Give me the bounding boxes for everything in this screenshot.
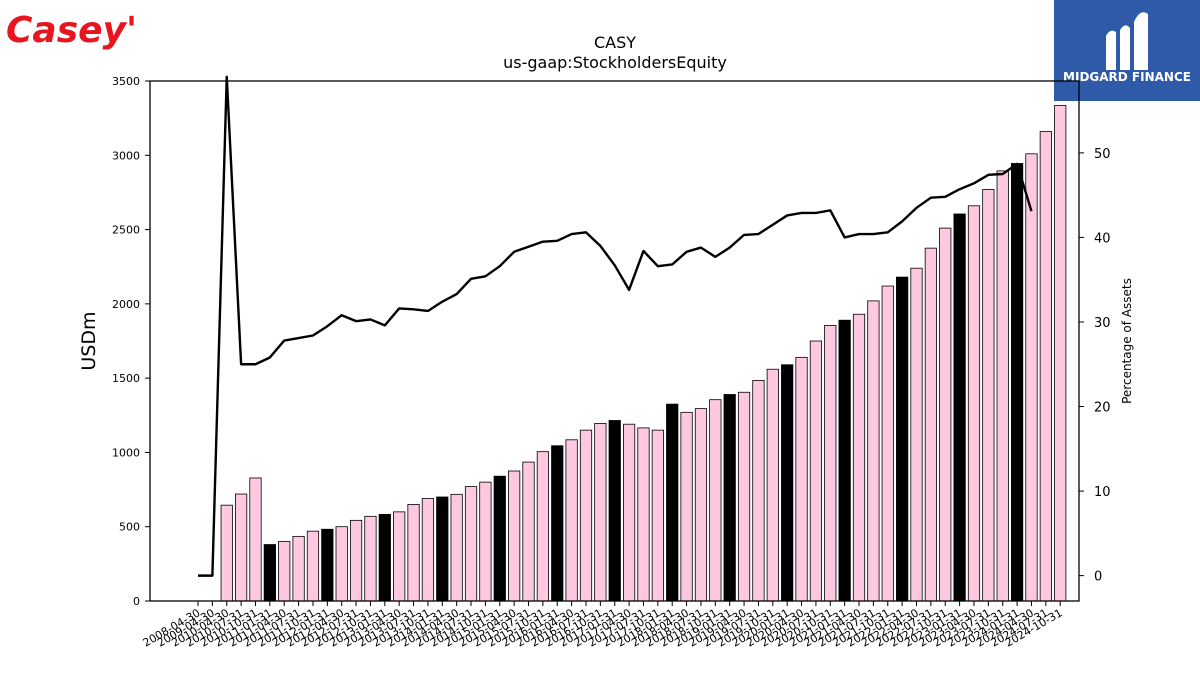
midgard-finance-logo-art: MIDGARD FINANCE (1063, 12, 1191, 84)
bar (278, 541, 291, 602)
bar (393, 511, 406, 602)
bar (982, 189, 995, 602)
bar (867, 300, 880, 602)
bar (321, 528, 334, 602)
bar (608, 420, 621, 602)
bar (508, 470, 521, 602)
bar (924, 247, 937, 602)
y2-tick-label: 0 (1094, 570, 1102, 585)
bar (637, 427, 650, 602)
caseys-logo-text: Casey's (6, 10, 134, 51)
y-tick-label: 1500 (112, 372, 140, 385)
bar (910, 267, 923, 602)
bar (407, 504, 420, 602)
bar (953, 213, 966, 602)
bar (522, 461, 535, 602)
bar (565, 439, 578, 602)
bar (551, 445, 564, 602)
midgard-finance-logo: MIDGARD FINANCE (1054, 0, 1200, 101)
bar (335, 526, 348, 602)
bar (306, 530, 320, 602)
bar (852, 313, 866, 602)
y2-tick-label: 20 (1094, 401, 1111, 416)
bar (709, 399, 722, 602)
bar (378, 513, 391, 602)
bar (939, 227, 952, 602)
bar (349, 519, 363, 602)
bar (996, 170, 1009, 602)
y-tick-label: 500 (119, 521, 140, 534)
bar (292, 535, 305, 602)
bar (450, 493, 463, 602)
bar (723, 394, 736, 602)
y-tick-label: 1000 (112, 446, 140, 459)
bar (1010, 163, 1024, 602)
bar (220, 504, 233, 602)
caseys-logo-art: Casey's (6, 10, 158, 51)
left-axis-ticks: 0 500 1000 1500 2000 2500 3000 3500 (112, 75, 150, 608)
percentage-of-assets-line (198, 75, 1033, 577)
y2-tick-label: 40 (1094, 231, 1111, 246)
bar (479, 481, 492, 602)
bar (235, 493, 248, 602)
y2-tick-label: 50 (1094, 147, 1111, 162)
bar (694, 408, 708, 602)
y2-axis-label: Percentage of Assets (1120, 278, 1134, 404)
chart-title: CASY (594, 33, 636, 52)
bar (536, 451, 549, 602)
y-tick-label: 3500 (112, 75, 140, 88)
y-tick-label: 2000 (112, 298, 140, 311)
bar (579, 429, 593, 602)
bar (436, 496, 449, 602)
bar (680, 411, 693, 602)
right-axis-ticks: 0 10 20 30 40 50 (1079, 147, 1111, 585)
bar (464, 486, 478, 602)
bar (1039, 131, 1052, 602)
midgard-logo-text: MIDGARD FINANCE (1063, 70, 1191, 84)
bar (795, 356, 808, 602)
caseys-logo: Casey's (4, 2, 158, 58)
y-axis-label: USDm (78, 311, 100, 370)
y2-tick-label: 10 (1094, 485, 1111, 500)
y-tick-label: 2500 (112, 224, 140, 237)
bar (967, 205, 981, 602)
bar (493, 475, 506, 602)
bar (249, 477, 262, 602)
line-layer (198, 75, 1033, 577)
bar (1054, 105, 1067, 602)
bar (781, 364, 794, 602)
bar (263, 544, 276, 602)
bar (896, 276, 909, 602)
bar (421, 498, 435, 602)
y-tick-label: 3000 (112, 149, 140, 162)
bar (881, 285, 894, 602)
bar (651, 429, 664, 602)
bar (809, 340, 823, 602)
midgard-emblem-icon (1106, 12, 1148, 71)
y2-tick-label: 30 (1094, 316, 1111, 331)
bar (623, 423, 636, 602)
bar (666, 403, 679, 602)
bar (594, 423, 607, 602)
bar (737, 391, 751, 602)
y-tick-label: 0 (133, 595, 140, 608)
bar (766, 368, 779, 602)
chart-subtitle: us-gaap:StockholdersEquity (503, 53, 727, 72)
x-axis-ticks: 2008-04-302009-04-302010-04-302010-07-31… (141, 601, 1065, 650)
bar (752, 379, 765, 602)
bar (824, 324, 837, 602)
bar (364, 515, 377, 602)
bar (1025, 153, 1038, 602)
bar (838, 319, 851, 602)
bars-layer (220, 105, 1067, 602)
